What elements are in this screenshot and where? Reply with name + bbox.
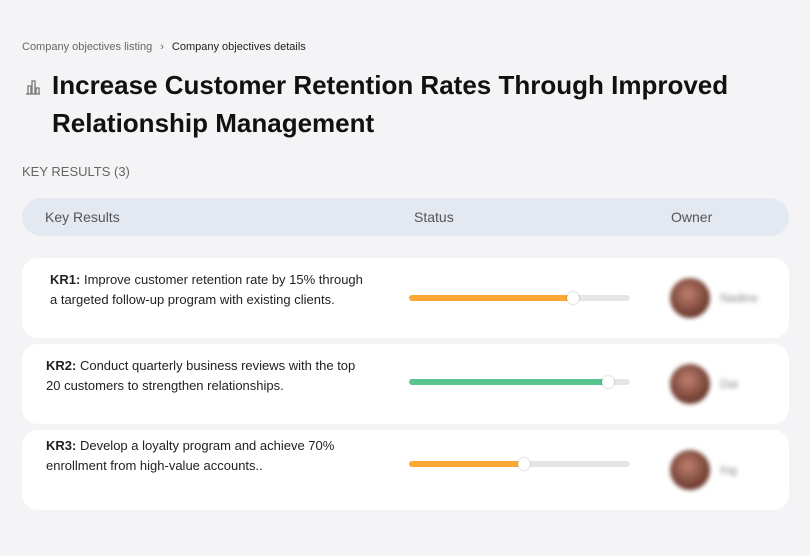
header-key-results: Key Results: [45, 209, 120, 225]
key-result-id: KR2:: [46, 358, 77, 373]
owner-avatar: [670, 364, 710, 404]
key-results-count: KEY RESULTS (3): [22, 164, 130, 179]
key-result-id: KR3:: [46, 438, 77, 453]
owner-avatar: [670, 450, 710, 490]
key-result-text: KR2: Conduct quarterly business reviews …: [46, 356, 366, 396]
key-result-description: Improve customer retention rate by 15% t…: [50, 272, 363, 307]
owner-name: Ing: [720, 463, 737, 477]
key-result-description: Conduct quarterly business reviews with …: [46, 358, 356, 393]
progress-fill: [409, 461, 524, 467]
header-status: Status: [414, 209, 454, 225]
owner-avatar: [670, 278, 710, 318]
progress-handle[interactable]: [517, 458, 530, 470]
page-title: Increase Customer Retention Rates Throug…: [52, 70, 729, 138]
key-result-text: KR3: Develop a loyalty program and achie…: [46, 436, 366, 476]
key-result-row[interactable]: KR2: Conduct quarterly business reviews …: [22, 344, 789, 424]
owner-name: Nadine: [720, 291, 759, 305]
key-result-text: KR1: Improve customer retention rate by …: [50, 270, 370, 310]
table-header: Key Results Status Owner: [22, 198, 789, 236]
progress-fill: [409, 379, 608, 385]
key-result-id: KR1:: [50, 272, 81, 287]
progress-bar[interactable]: [409, 376, 630, 388]
owner-name: Dai: [720, 377, 739, 391]
key-result-description: Develop a loyalty program and achieve 70…: [46, 438, 335, 473]
progress-bar[interactable]: [409, 292, 630, 304]
breadcrumb: Company objectives listing › Company obj…: [22, 41, 306, 53]
progress-handle[interactable]: [601, 376, 614, 388]
key-result-row[interactable]: KR1: Improve customer retention rate by …: [22, 258, 789, 338]
progress-fill: [409, 295, 573, 301]
building-chart-icon: [26, 80, 40, 95]
key-result-row[interactable]: KR3: Develop a loyalty program and achie…: [22, 430, 789, 510]
breadcrumb-listing-link[interactable]: Company objectives listing: [22, 41, 153, 53]
header-owner: Owner: [671, 209, 713, 225]
progress-bar[interactable]: [409, 458, 630, 470]
breadcrumb-current: Company objectives details: [171, 41, 306, 53]
progress-handle[interactable]: [566, 292, 579, 304]
breadcrumb-separator: ›: [160, 41, 164, 53]
